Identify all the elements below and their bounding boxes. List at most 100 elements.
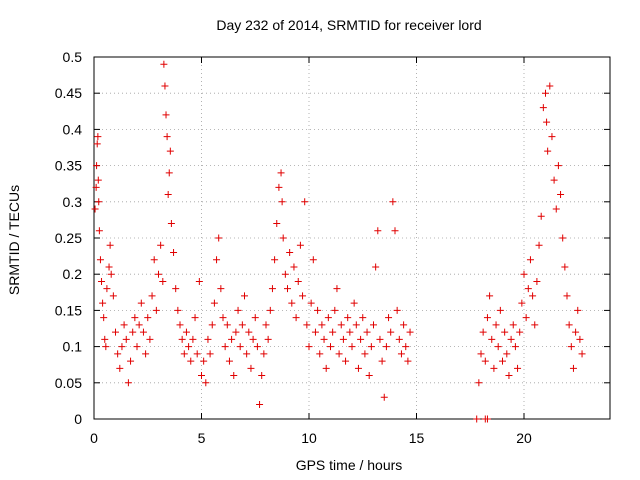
data-point bbox=[277, 169, 285, 177]
data-point bbox=[473, 415, 481, 423]
data-point bbox=[561, 263, 569, 271]
data-point bbox=[182, 328, 190, 336]
data-point bbox=[264, 335, 272, 343]
data-point bbox=[98, 277, 106, 285]
data-point bbox=[503, 350, 511, 358]
data-point bbox=[180, 350, 188, 358]
data-point bbox=[221, 343, 229, 351]
data-point bbox=[251, 314, 259, 322]
data-point bbox=[208, 321, 216, 329]
x-tick-label: 15 bbox=[409, 430, 425, 446]
data-point bbox=[213, 256, 221, 264]
data-point bbox=[565, 321, 573, 329]
y-tick-label: 0.05 bbox=[55, 375, 82, 391]
data-point bbox=[314, 306, 322, 314]
data-point bbox=[535, 241, 543, 249]
data-point bbox=[305, 343, 313, 351]
data-point bbox=[174, 306, 182, 314]
data-point bbox=[93, 140, 101, 148]
data-point bbox=[563, 292, 571, 300]
data-point bbox=[526, 256, 534, 264]
data-point bbox=[554, 162, 562, 170]
data-point bbox=[322, 364, 330, 372]
data-point bbox=[290, 263, 298, 271]
data-point bbox=[210, 299, 218, 307]
data-point bbox=[236, 343, 244, 351]
data-point bbox=[382, 343, 390, 351]
data-point bbox=[492, 321, 500, 329]
data-point bbox=[99, 299, 107, 307]
data-point bbox=[316, 350, 324, 358]
data-point bbox=[178, 335, 186, 343]
data-point bbox=[160, 60, 168, 68]
data-point bbox=[225, 357, 233, 365]
data-point bbox=[301, 198, 309, 206]
data-point bbox=[253, 343, 261, 351]
data-point bbox=[91, 205, 99, 213]
data-point bbox=[514, 364, 522, 372]
data-point bbox=[339, 335, 347, 343]
data-point bbox=[232, 328, 240, 336]
data-point bbox=[281, 270, 289, 278]
data-point bbox=[219, 314, 227, 322]
data-point bbox=[477, 350, 485, 358]
data-point bbox=[228, 335, 236, 343]
data-point bbox=[195, 277, 203, 285]
data-point bbox=[167, 220, 175, 228]
data-point bbox=[223, 321, 231, 329]
data-point bbox=[342, 357, 350, 365]
data-point bbox=[176, 321, 184, 329]
data-point bbox=[331, 306, 339, 314]
data-point bbox=[559, 234, 567, 242]
data-point bbox=[524, 285, 532, 293]
data-point bbox=[200, 357, 208, 365]
y-tick-label: 0 bbox=[74, 411, 82, 427]
data-points bbox=[91, 60, 586, 423]
data-point bbox=[361, 350, 369, 358]
data-point bbox=[294, 277, 302, 285]
y-tick-label: 0.3 bbox=[63, 194, 83, 210]
x-axis-label: GPS time / hours bbox=[296, 457, 403, 473]
data-point bbox=[262, 321, 270, 329]
data-point bbox=[311, 328, 319, 336]
data-point bbox=[230, 372, 238, 380]
data-point bbox=[187, 357, 195, 365]
data-point bbox=[238, 321, 246, 329]
y-axis-label: SRMTID / TECUs bbox=[6, 185, 22, 295]
data-point bbox=[93, 162, 101, 170]
data-point bbox=[320, 335, 328, 343]
data-point bbox=[348, 343, 356, 351]
data-point bbox=[95, 227, 103, 235]
data-point bbox=[488, 335, 496, 343]
data-point bbox=[299, 292, 307, 300]
data-point bbox=[135, 321, 143, 329]
data-point bbox=[129, 328, 137, 336]
data-point bbox=[193, 350, 201, 358]
data-point bbox=[112, 328, 119, 336]
data-point bbox=[286, 248, 294, 256]
data-point bbox=[163, 133, 171, 141]
data-point bbox=[279, 234, 287, 242]
y-tick-label: 0.4 bbox=[63, 121, 83, 137]
data-point bbox=[350, 299, 358, 307]
data-point bbox=[352, 321, 360, 329]
data-point bbox=[522, 314, 530, 322]
plot-frame bbox=[93, 56, 611, 420]
data-point bbox=[256, 401, 264, 409]
data-point bbox=[357, 335, 365, 343]
data-point bbox=[367, 343, 375, 351]
data-point bbox=[275, 183, 283, 191]
data-point bbox=[572, 328, 580, 336]
data-point bbox=[359, 314, 367, 322]
data-point bbox=[215, 234, 223, 242]
data-point bbox=[389, 198, 397, 206]
data-point bbox=[278, 198, 286, 206]
data-point bbox=[258, 372, 266, 380]
data-point bbox=[537, 212, 545, 220]
data-point bbox=[531, 321, 539, 329]
data-point bbox=[198, 372, 205, 380]
data-point bbox=[164, 191, 172, 199]
data-point bbox=[185, 343, 193, 351]
data-point bbox=[567, 343, 575, 351]
